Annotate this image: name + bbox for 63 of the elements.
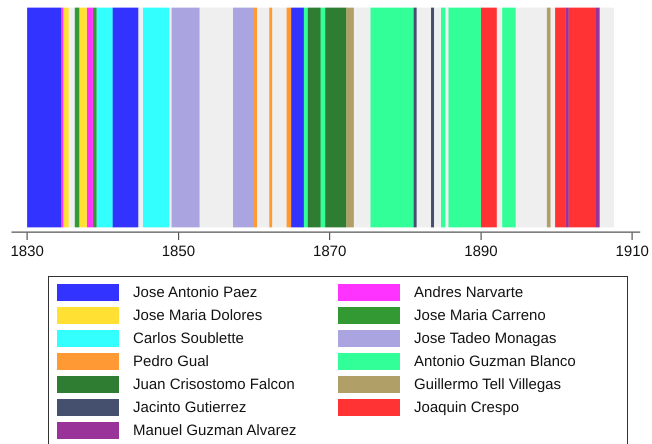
bar [63,8,69,228]
bar [68,8,75,228]
bar [86,8,93,228]
bar [555,8,566,228]
bar [269,8,272,228]
bar [414,8,417,228]
bar [568,8,596,228]
bar [600,8,614,228]
x-tick-label: 1850 [162,243,196,260]
bar [308,8,321,228]
legend-label: Jose Maria Dolores [133,307,262,324]
bar [595,8,600,228]
bar [502,8,516,228]
bar [291,8,304,228]
bar [445,8,448,228]
bar [254,8,258,228]
bar [416,8,432,228]
legend-label: Jose Antonio Paez [133,284,258,301]
bar [325,8,346,228]
legend-label: Antonio Guzman Blanco [414,353,576,370]
bar [232,8,254,228]
bar [346,8,354,228]
x-tick-label: 1870 [312,243,346,260]
bar [142,8,170,228]
legend-label: Joaquin Crespo [414,399,520,416]
bar [138,8,143,228]
legend-label: Jose Tadeo Monagas [414,330,556,347]
x-tick-label: 1830 [10,243,44,260]
x-tick-label: 1910 [616,243,649,260]
bar [172,8,200,228]
bar [286,8,292,228]
bar [431,8,434,228]
bar [79,8,87,228]
legend-label: Pedro Gual [133,353,209,370]
bar [272,8,287,228]
bar [74,8,80,228]
legend-label: Jacinto Gutierrez [133,399,246,416]
bar [496,8,502,228]
bar [354,8,371,228]
bar [304,8,308,228]
bar [480,8,497,228]
legend-label: Juan Crisostomo Falcon [133,376,295,393]
bar [320,8,326,228]
legend-label: Andres Narvarte [414,284,524,301]
legend-label: Manuel Guzman Alvarez [133,422,296,439]
legend-label: Jose Maria Carreno [414,307,546,324]
bar [27,8,62,228]
legend-label: Carlos Soublette [133,330,244,347]
legend-label: Guillermo Tell Villegas [414,376,562,393]
bar [200,8,233,228]
bar [257,8,270,228]
bar [550,8,556,228]
bar [566,8,569,228]
x-tick-label: 1890 [464,243,498,260]
bar [96,8,113,228]
bar [448,8,481,228]
bar [370,8,414,228]
bar [546,8,551,228]
bar [434,8,441,228]
bar [92,8,97,228]
bar [440,8,446,228]
bar [516,8,547,228]
bar [112,8,138,228]
